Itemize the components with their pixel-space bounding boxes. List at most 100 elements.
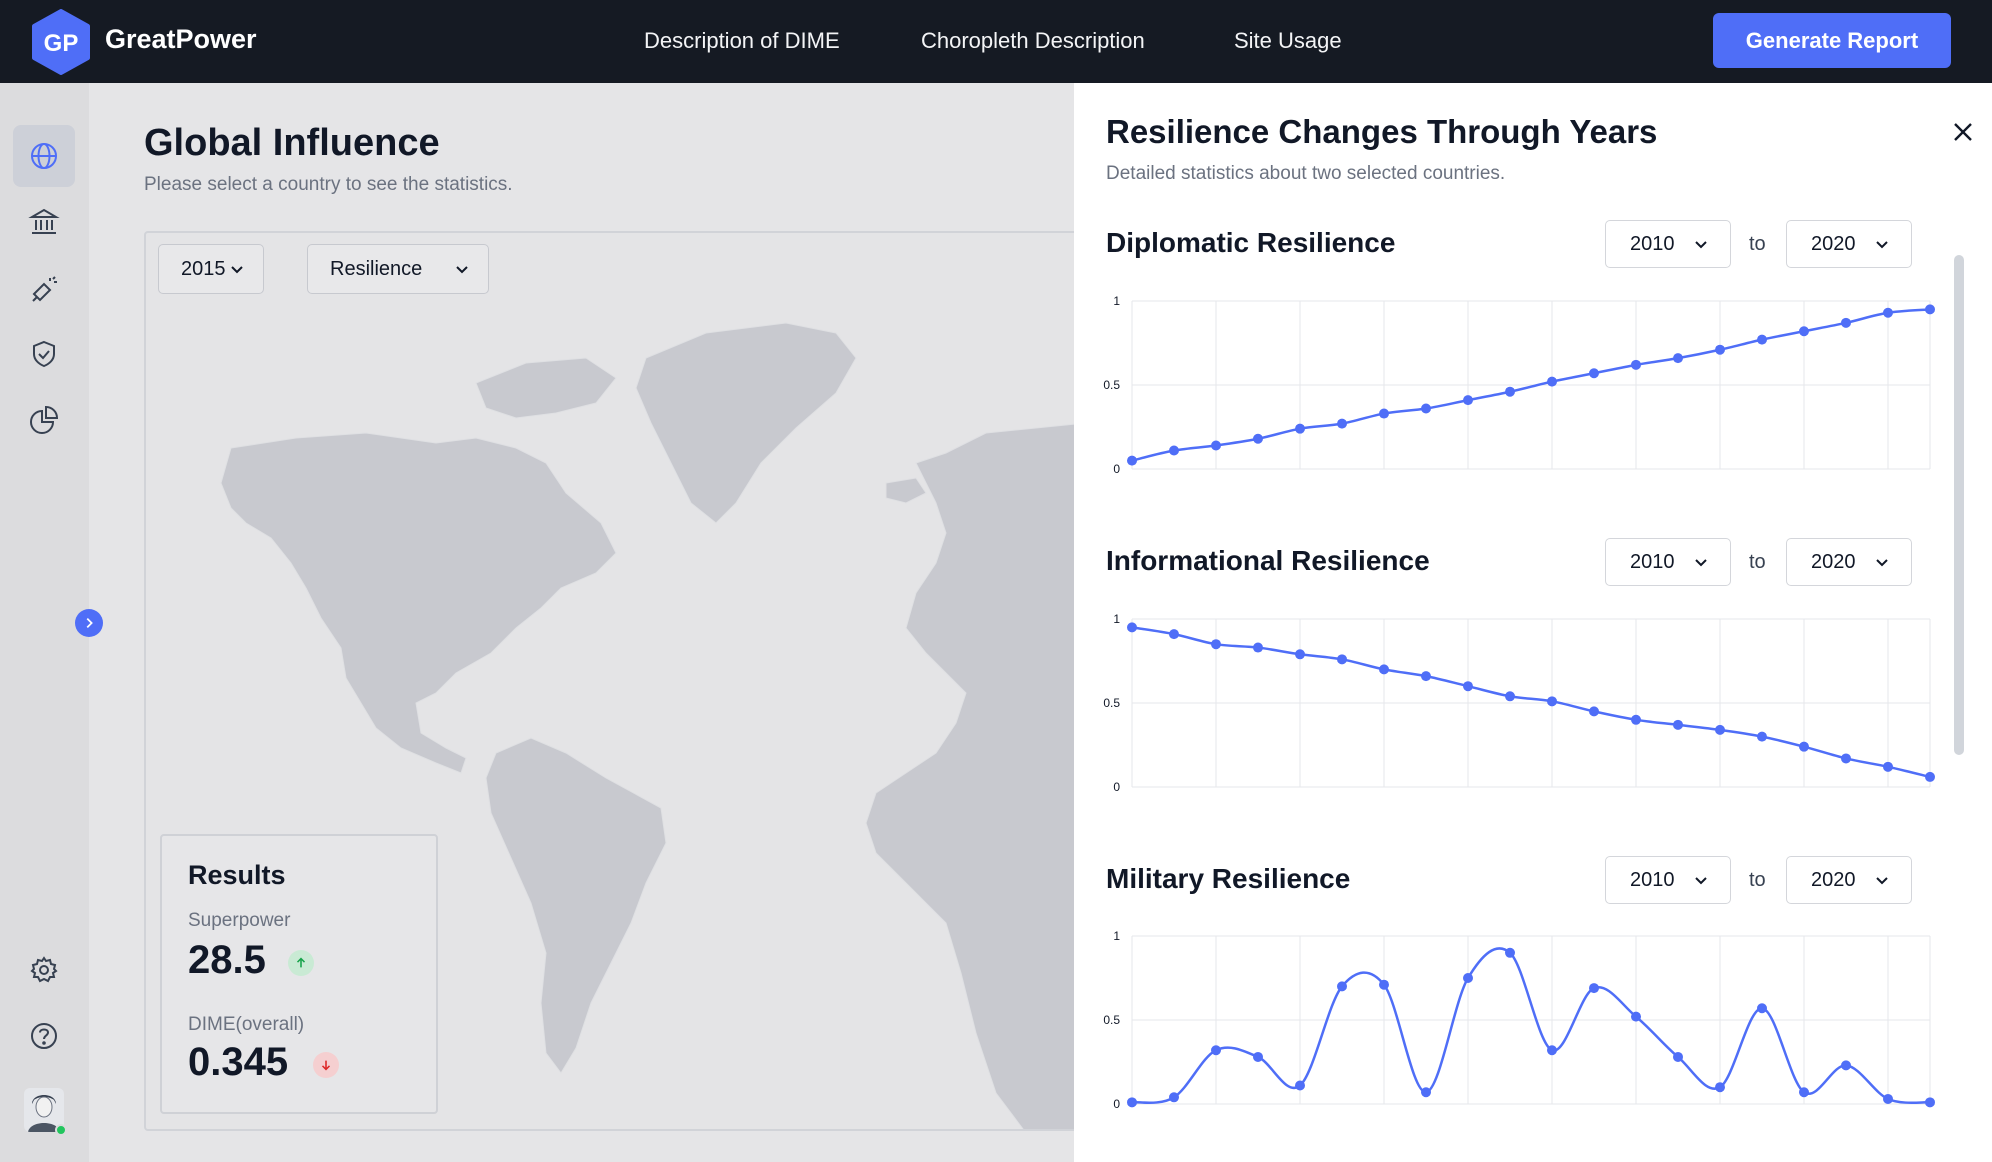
data-point[interactable] bbox=[1925, 771, 1935, 782]
data-point[interactable] bbox=[1337, 981, 1347, 992]
nav-site-usage[interactable]: Site Usage bbox=[1234, 28, 1342, 53]
data-point[interactable] bbox=[1673, 1051, 1683, 1062]
data-point[interactable] bbox=[1757, 1003, 1767, 1014]
data-point[interactable] bbox=[1715, 344, 1725, 355]
data-point[interactable] bbox=[1757, 731, 1767, 742]
data-point[interactable] bbox=[1841, 753, 1851, 764]
informational-to-select[interactable]: 2020 bbox=[1786, 538, 1912, 586]
data-point[interactable] bbox=[1841, 1060, 1851, 1071]
sidebar-item-megaphone[interactable] bbox=[13, 257, 75, 319]
data-point[interactable] bbox=[1673, 719, 1683, 730]
data-point[interactable] bbox=[1505, 691, 1515, 702]
data-point[interactable] bbox=[1883, 761, 1893, 772]
data-point[interactable] bbox=[1169, 1092, 1179, 1103]
sidebar-item-globe[interactable] bbox=[13, 125, 75, 187]
sidebar-item-shield[interactable] bbox=[13, 323, 75, 385]
generate-report-button[interactable]: Generate Report bbox=[1713, 13, 1951, 68]
data-point[interactable] bbox=[1211, 440, 1221, 451]
diplomatic-from-select[interactable]: 2010 bbox=[1605, 220, 1731, 268]
map-south-america[interactable] bbox=[485, 737, 667, 1074]
informational-to-value: 2020 bbox=[1811, 550, 1856, 573]
data-point[interactable] bbox=[1295, 1080, 1305, 1091]
data-point[interactable] bbox=[1169, 629, 1179, 640]
data-point[interactable] bbox=[1463, 681, 1473, 692]
data-point[interactable] bbox=[1547, 1045, 1557, 1056]
data-point[interactable] bbox=[1127, 1097, 1137, 1108]
app-logo[interactable]: GP bbox=[30, 9, 92, 75]
world-map[interactable] bbox=[146, 233, 1084, 1131]
data-point[interactable] bbox=[1925, 304, 1935, 315]
data-point[interactable] bbox=[1463, 395, 1473, 406]
data-point[interactable] bbox=[1589, 368, 1599, 379]
data-point[interactable] bbox=[1379, 664, 1389, 675]
data-point[interactable] bbox=[1799, 326, 1809, 337]
data-point[interactable] bbox=[1295, 649, 1305, 660]
data-point[interactable] bbox=[1211, 1045, 1221, 1056]
data-point[interactable] bbox=[1883, 307, 1893, 318]
data-point[interactable] bbox=[1127, 622, 1137, 633]
nav-description-of-dime[interactable]: Description of DIME bbox=[644, 28, 840, 53]
data-point[interactable] bbox=[1631, 359, 1641, 370]
data-point[interactable] bbox=[1211, 639, 1221, 650]
data-point[interactable] bbox=[1421, 403, 1431, 414]
x-tick-label: 2016 bbox=[1622, 1116, 1651, 1118]
data-point[interactable] bbox=[1337, 418, 1347, 429]
data-point[interactable] bbox=[1799, 1087, 1809, 1098]
x-tick-label: 2017 bbox=[1706, 481, 1735, 483]
data-point[interactable] bbox=[1757, 334, 1767, 345]
military-from-select[interactable]: 2010 bbox=[1605, 856, 1731, 904]
y-tick-label: 1 bbox=[1113, 612, 1120, 626]
data-point[interactable] bbox=[1589, 983, 1599, 994]
metric-select[interactable]: Resilience bbox=[307, 244, 489, 294]
data-point[interactable] bbox=[1379, 979, 1389, 990]
data-point[interactable] bbox=[1673, 353, 1683, 364]
data-point[interactable] bbox=[1379, 408, 1389, 419]
sidebar-item-settings[interactable] bbox=[13, 939, 75, 1001]
year-select[interactable]: 2015 bbox=[158, 244, 264, 294]
sidebar bbox=[0, 83, 89, 1162]
data-point[interactable] bbox=[1337, 654, 1347, 665]
y-tick-label: 1 bbox=[1113, 929, 1120, 943]
data-point[interactable] bbox=[1505, 947, 1515, 958]
data-point[interactable] bbox=[1253, 433, 1263, 444]
data-point[interactable] bbox=[1421, 1087, 1431, 1098]
data-point[interactable] bbox=[1127, 455, 1137, 466]
map-north-america[interactable] bbox=[220, 432, 617, 774]
data-point[interactable] bbox=[1253, 1051, 1263, 1062]
data-point[interactable] bbox=[1253, 642, 1263, 653]
data-point[interactable] bbox=[1631, 714, 1641, 725]
data-point[interactable] bbox=[1295, 423, 1305, 434]
sidebar-item-help[interactable] bbox=[13, 1005, 75, 1067]
data-point[interactable] bbox=[1841, 317, 1851, 328]
data-point[interactable] bbox=[1715, 1082, 1725, 1093]
data-point[interactable] bbox=[1547, 696, 1557, 707]
data-point[interactable] bbox=[1463, 973, 1473, 983]
data-point[interactable] bbox=[1421, 671, 1431, 682]
data-point[interactable] bbox=[1883, 1093, 1893, 1104]
map-greenland[interactable] bbox=[635, 322, 857, 524]
sidebar-item-bank[interactable] bbox=[13, 191, 75, 253]
x-tick-label: 2012 bbox=[1286, 1116, 1315, 1118]
arrow-down-icon bbox=[321, 1060, 331, 1071]
data-point[interactable] bbox=[1925, 1097, 1935, 1108]
data-point[interactable] bbox=[1799, 741, 1809, 752]
military-to-select[interactable]: 2020 bbox=[1786, 856, 1912, 904]
x-tick-label: 2012 bbox=[1286, 799, 1315, 801]
panel-scrollbar[interactable] bbox=[1954, 255, 1964, 755]
data-point[interactable] bbox=[1505, 386, 1515, 397]
close-icon[interactable] bbox=[1950, 119, 1976, 145]
x-tick-label: 2018 bbox=[1790, 1116, 1819, 1118]
data-point[interactable] bbox=[1169, 445, 1179, 456]
diplomatic-to-select[interactable]: 2020 bbox=[1786, 220, 1912, 268]
sidebar-expand-button[interactable] bbox=[75, 609, 103, 637]
nav-choropleth-description[interactable]: Choropleth Description bbox=[921, 28, 1145, 53]
data-point[interactable] bbox=[1547, 376, 1557, 387]
sidebar-item-pie-chart[interactable] bbox=[13, 389, 75, 451]
map-arctic-islands[interactable] bbox=[475, 357, 617, 419]
data-point[interactable] bbox=[1589, 706, 1599, 717]
map-iceland[interactable] bbox=[885, 477, 927, 504]
informational-from-select[interactable]: 2010 bbox=[1605, 538, 1731, 586]
map-europe-africa-edge[interactable] bbox=[865, 422, 1084, 1131]
data-point[interactable] bbox=[1631, 1011, 1641, 1022]
data-point[interactable] bbox=[1715, 724, 1725, 735]
